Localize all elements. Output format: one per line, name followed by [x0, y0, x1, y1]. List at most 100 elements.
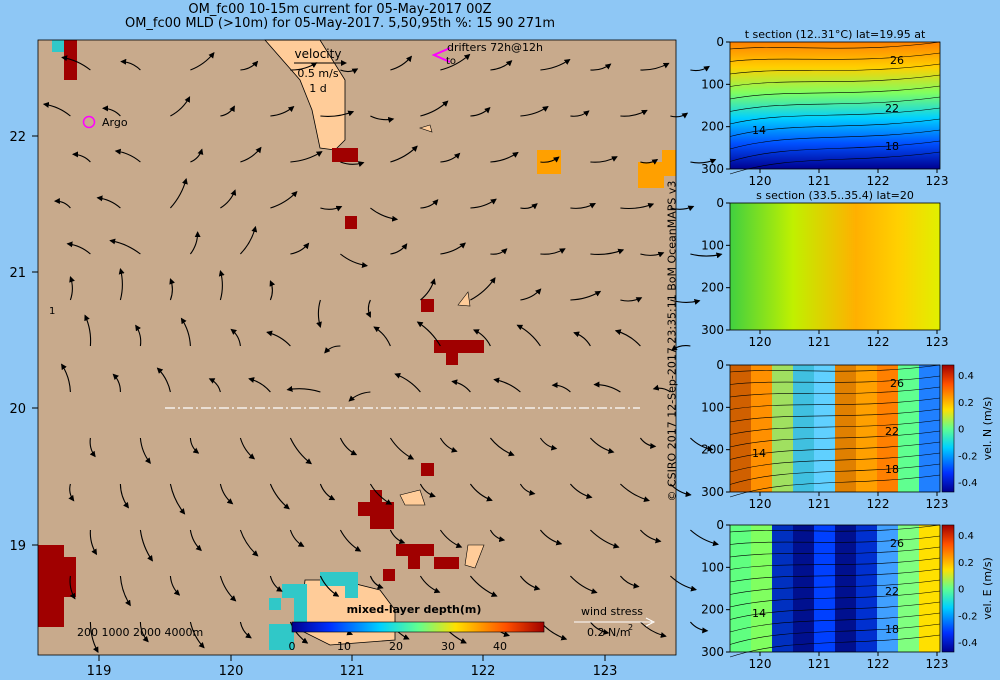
section-contour — [729, 463, 941, 485]
current-vector-arrow — [89, 529, 98, 556]
lat-tick-label: 22 — [9, 130, 26, 145]
section-color-band — [730, 365, 752, 492]
current-vector-arrow — [219, 483, 234, 505]
current-vector-arrow — [373, 326, 391, 347]
current-vector-arrow — [42, 101, 71, 117]
current-vector-arrow — [289, 529, 305, 547]
section-lon-tick: 120 — [749, 657, 772, 671]
current-vector-arrow — [319, 483, 336, 501]
section-lon-tick: 121 — [808, 174, 831, 188]
section-field — [730, 203, 940, 330]
velocity-colorbar-tick: 0.2 — [958, 558, 974, 569]
current-vector-arrow — [218, 270, 225, 301]
current-vector-arrow — [119, 575, 131, 607]
current-vector-arrow — [72, 151, 91, 163]
section-contour — [729, 364, 941, 373]
current-vector-arrow — [220, 105, 235, 117]
mld-colorbar-tick: 0 — [289, 640, 296, 653]
current-vector-arrow — [102, 105, 121, 117]
section-contour-label: 18 — [885, 140, 899, 153]
current-vector-arrow — [340, 161, 365, 167]
section-frame — [729, 202, 941, 331]
section-panel-2: s section (33.5..35.4) lat=20 0 100 200 300 1… — [701, 189, 948, 349]
lat-axis: 22 21 20 19 — [9, 130, 38, 554]
current-vector-arrow — [569, 483, 593, 500]
section-contour — [729, 557, 941, 570]
current-vector-arrow — [671, 344, 691, 351]
velocity-colorbar-tick: 0 — [958, 585, 964, 596]
wind-stress-exponent: 2 — [628, 623, 633, 632]
section-contour — [729, 375, 941, 385]
drifter-marker-icon — [431, 47, 451, 63]
lat-tick-label: 19 — [9, 539, 26, 554]
section-panel-4: 26 22 14 18 0 100 200 300 120 121 122 123 0.4 0.2 0 -0.… — [701, 518, 994, 671]
current-vector-arrow — [690, 252, 723, 259]
current-vector-arrow — [670, 299, 701, 305]
map-title-line1: OM_fc00 10-15m current for 05-May-2017 0… — [188, 2, 492, 17]
current-vector-arrow — [416, 321, 441, 347]
current-vector-arrow — [89, 621, 99, 653]
section-contour-label: 22 — [885, 585, 899, 598]
current-vector-arrow — [269, 280, 276, 301]
stray-label: 1 — [49, 306, 55, 317]
current-vector-arrow — [96, 195, 121, 209]
lon-tick-label: 120 — [219, 664, 244, 679]
velocity-colorbar-tick: -0.4 — [958, 478, 978, 489]
current-vector-arrow — [690, 65, 710, 72]
section-color-band — [730, 525, 752, 652]
current-vector-arrow — [640, 621, 667, 638]
island — [399, 489, 426, 506]
current-vector-arrow — [689, 621, 709, 634]
section-lon-tick: 123 — [926, 174, 949, 188]
current-vector-arrow — [670, 575, 697, 592]
current-vector-arrow — [670, 205, 695, 212]
current-vector-arrow — [120, 58, 141, 71]
current-vector-arrow — [61, 363, 71, 393]
lon-tick-label: 119 — [87, 664, 112, 679]
wind-stress-value: 0.2 N/m — [587, 626, 631, 639]
current-vector-arrow — [114, 148, 141, 163]
current-vector-arrow — [570, 203, 596, 209]
section-color-band — [877, 365, 899, 492]
mld-cell-deep — [358, 502, 394, 516]
current-vector-arrow — [339, 529, 362, 552]
current-vector-arrow — [440, 152, 461, 163]
current-vector-arrow — [370, 207, 399, 222]
section-color-band — [835, 365, 857, 492]
current-vector-arrow — [490, 60, 513, 71]
current-vector-arrow — [670, 112, 689, 119]
section-lon-tick: 122 — [867, 335, 890, 349]
current-vector-arrow — [540, 59, 571, 71]
mld-cell-deep — [370, 516, 394, 529]
current-vector-arrow — [89, 437, 96, 458]
current-vector-arrow — [390, 55, 413, 71]
section-color-band — [856, 365, 878, 492]
current-vector-arrow — [189, 529, 202, 552]
current-vector-arrow — [639, 437, 657, 450]
section-frame — [729, 41, 941, 170]
current-vector-arrow — [440, 242, 466, 255]
lat-tick-label: 21 — [9, 266, 26, 281]
current-vector-arrow — [230, 328, 241, 347]
section-color-band — [898, 365, 920, 492]
section-contour — [729, 129, 941, 150]
lon-tick-label: 121 — [340, 664, 365, 679]
section-lon-tick: 120 — [749, 497, 772, 511]
mld-colorbar-title: mixed-layer depth(m) — [347, 603, 482, 616]
current-vector-arrow — [270, 105, 295, 117]
section-depth-tick: 100 — [701, 77, 724, 91]
current-vector-arrow — [269, 483, 290, 510]
mld-cell-deep — [64, 40, 77, 80]
current-vector-arrow — [489, 437, 515, 457]
section-contour — [729, 419, 941, 435]
current-vector-arrow — [180, 317, 191, 347]
section-contour-label: 14 — [752, 124, 766, 137]
current-vector-arrow — [590, 529, 620, 549]
mld-cell-deep — [38, 545, 64, 627]
current-vector-arrow — [573, 331, 591, 347]
current-vector-arrow — [266, 330, 291, 347]
section-depth-tick: 300 — [701, 323, 724, 337]
lon-axis: 119 120 121 122 123 — [87, 655, 617, 679]
current-vector-arrow — [220, 189, 237, 209]
current-vector-arrow — [389, 437, 415, 460]
